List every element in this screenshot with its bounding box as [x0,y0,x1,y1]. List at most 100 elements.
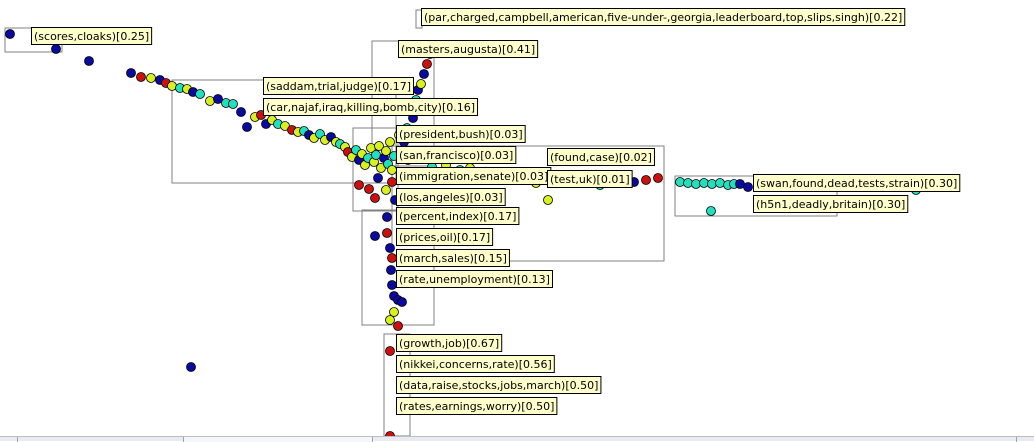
data-point [699,178,709,188]
data-point [381,185,391,195]
cluster-label-box [396,188,506,206]
data-point [370,231,380,241]
cluster-label: (percent,index)[0.17] [396,207,520,225]
data-point [422,59,432,69]
cluster-label-box [396,376,602,394]
data-point [715,178,725,188]
cluster-label-text: (rate,unemployment)[0.13] [399,273,550,286]
horizontal-scrollbar[interactable] [0,436,1034,442]
cluster-label: (march,sales)[0.15] [396,249,510,267]
cluster-label-box [547,170,633,188]
data-point [385,137,395,147]
cluster-label-box [396,397,558,415]
data-point [354,180,364,190]
cluster-label-box [31,27,153,45]
data-point [373,173,383,183]
data-point [386,265,396,275]
cluster-label-text: (found,case)[0.02] [550,151,652,164]
data-point [126,68,136,78]
data-point [393,321,403,331]
cluster-label-box [396,228,494,246]
cluster-label-text: (data,raise,stocks,jobs,march)[0.50] [399,379,598,392]
data-point [416,79,426,89]
data-point [364,184,374,194]
data-point [397,297,407,307]
cluster-rect-5 [361,209,435,326]
data-point [195,89,205,99]
scrollbar-thumb[interactable] [183,437,373,442]
data-point [84,56,94,66]
cluster-label-box [396,207,520,225]
cluster-label: (found,case)[0.02] [547,148,655,166]
data-point [387,177,397,187]
cluster-label-text: (test,uk)[0.01] [550,173,630,186]
data-point [381,146,391,156]
data-point [387,165,397,175]
cluster-label-text: (los,angeles)[0.03] [399,191,503,204]
cluster-label: (president,bush)[0.03] [396,125,526,143]
data-point [5,29,15,39]
data-point [205,96,215,106]
data-point [641,175,651,185]
cluster-label-text: (masters,augusta)[0.41] [401,43,535,56]
cluster-label-text: (growth,job)[0.67] [399,337,499,350]
cluster-label-box [421,8,906,26]
cluster-label: (prices,oil)[0.17] [396,228,494,246]
data-point [382,212,392,222]
data-point [385,346,395,356]
cluster-label: (masters,augusta)[0.41] [398,40,539,58]
cluster-label: (swan,found,dead,tests,strain)[0.30] [753,174,961,192]
data-point [653,173,663,183]
data-point [374,141,384,151]
cluster-label: (los,angeles)[0.03] [396,188,506,206]
cluster-label-text: (par,charged,campbell,american,five-unde… [424,11,902,24]
data-point [167,81,177,91]
cluster-label-text: (swan,found,dead,tests,strain)[0.30] [756,177,957,190]
data-point [683,178,693,188]
data-point [419,69,429,79]
data-point [387,280,397,290]
cluster-label: (car,najaf,iraq,killing,bomb,city)[0.16] [263,98,479,116]
cluster-label: (saddam,trial,judge)[0.17] [263,77,414,95]
data-point [675,177,685,187]
cluster-label-box [398,40,539,58]
cluster-label-box [396,334,503,352]
scroll-right-button[interactable] [1016,437,1034,442]
data-point [385,431,395,436]
data-point [387,253,397,263]
data-point [385,243,395,253]
cluster-label-box [263,77,414,95]
cluster-label-text: (percent,index)[0.17] [399,210,516,223]
cluster-label: (par,charged,campbell,american,five-unde… [421,8,906,26]
data-point [389,307,399,317]
cluster-label: (nikkei,concerns,rate)[0.56] [396,355,555,373]
data-point [543,195,553,205]
data-point [146,73,156,83]
cluster-label: (data,raise,stocks,jobs,march)[0.50] [396,376,602,394]
cluster-label-text: (san,francisco)[0.03] [399,149,513,162]
data-point [691,179,701,189]
scroll-left-button[interactable] [0,437,18,442]
cluster-label-box [547,148,655,166]
data-point [706,206,716,216]
cluster-label: (immigration,senate)[0.03] [396,167,552,185]
cluster-label-text: (rates,earnings,worry)[0.50] [399,400,554,413]
cluster-label-box [263,98,479,116]
cluster-label-text: (president,bush)[0.03] [399,128,523,141]
data-point [213,94,223,104]
data-point [228,99,238,109]
cluster-label-text: (scores,cloaks)[0.25] [34,30,149,43]
data-point [242,122,252,132]
data-point [186,362,196,372]
cluster-label-text: (march,sales)[0.15] [399,252,507,265]
data-point [743,182,753,192]
cluster-label-box [753,174,961,192]
cluster-label: (growth,job)[0.67] [396,334,503,352]
cluster-label-text: (h5n1,deadly,britain)[0.30] [756,198,905,211]
cluster-label: (test,uk)[0.01] [547,170,633,188]
data-point [136,72,146,82]
cluster-label-box [396,249,510,267]
cluster-label-text: (car,najaf,iraq,killing,bomb,city)[0.16] [266,101,475,114]
cluster-label-box [396,355,555,373]
